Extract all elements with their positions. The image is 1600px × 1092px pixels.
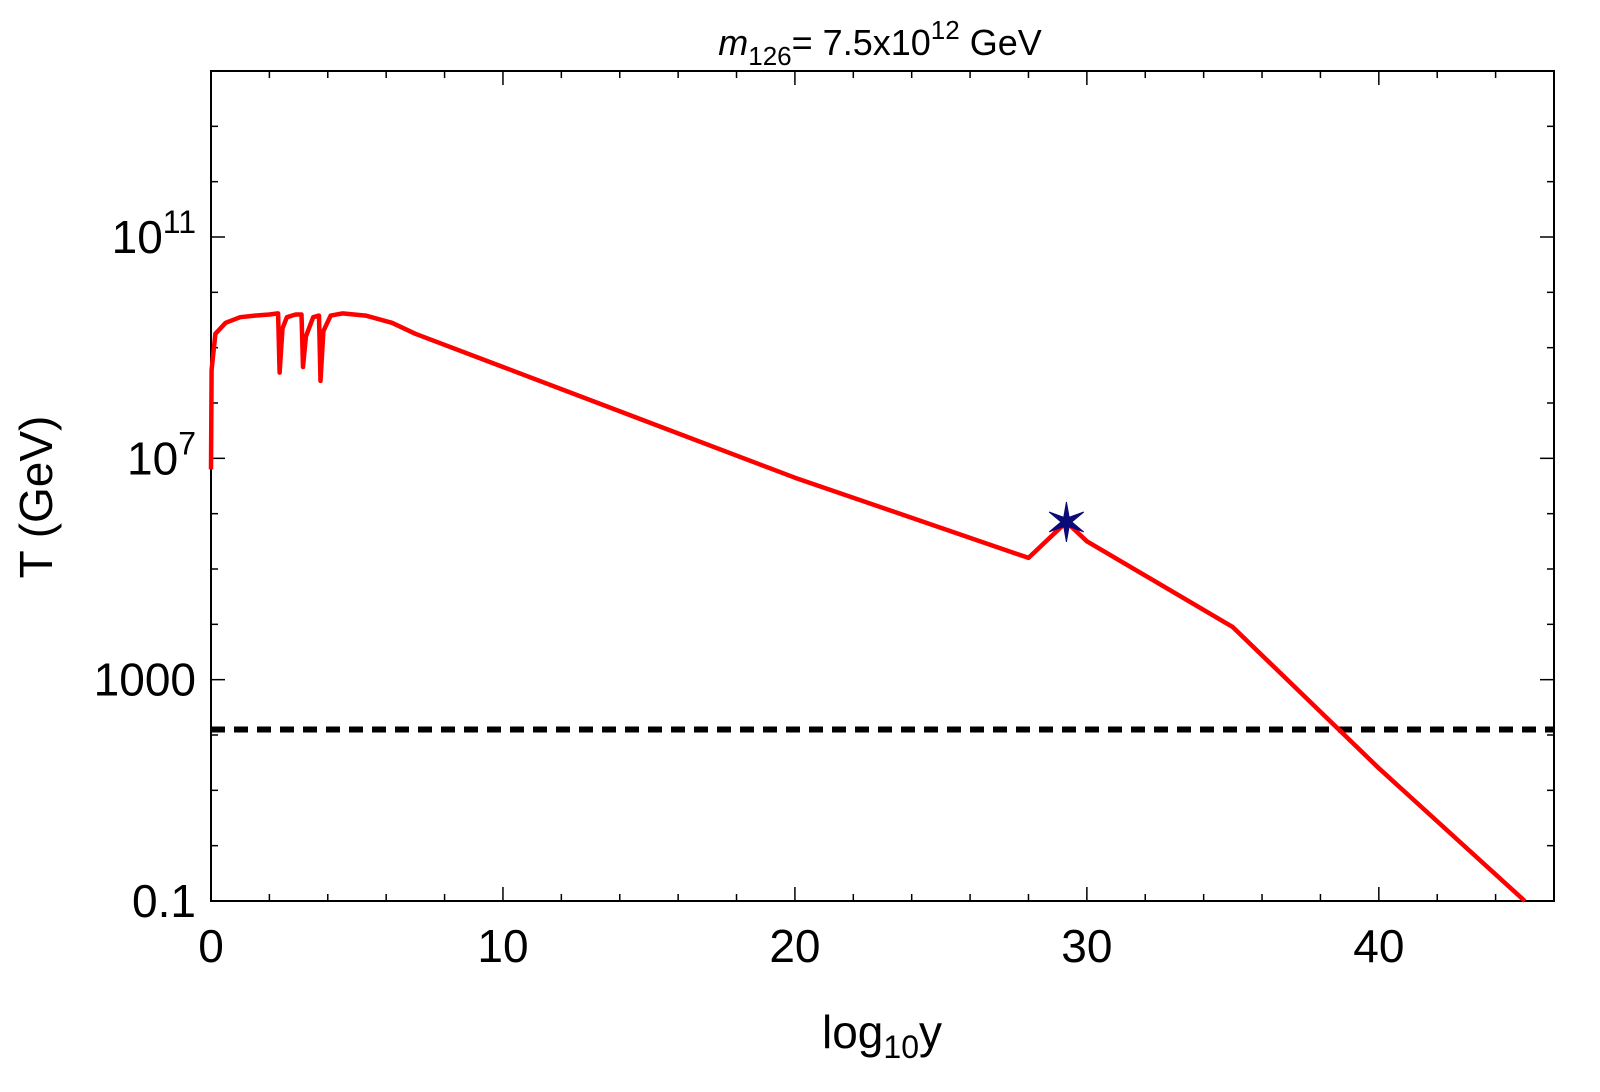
plot-frame — [210, 70, 1555, 902]
x-tick-label: 30 — [1061, 920, 1112, 972]
y-axis-label: T (GeV) — [10, 416, 62, 579]
x-tick-label: 10 — [477, 920, 528, 972]
y-tick-label: 1000 — [94, 654, 196, 706]
axes-ticks — [210, 70, 1555, 902]
plot-area — [210, 70, 1555, 902]
chart-title: m126= 7.5x1012 GeV — [718, 15, 1041, 71]
x-axis-label: log10y — [822, 1006, 942, 1065]
tick-labels: 0 10 20 30 40 0.1 1000 107 1011 — [94, 204, 1405, 972]
series-layer — [208, 311, 1554, 903]
series-line-T — [208, 311, 1527, 903]
y-tick-label: 107 — [127, 425, 196, 484]
star-center — [1061, 516, 1072, 527]
star-marker — [1048, 501, 1085, 543]
x-tick-label: 40 — [1353, 920, 1404, 972]
y-tick-label: 0.1 — [132, 875, 196, 927]
x-tick-label: 20 — [769, 920, 820, 972]
x-tick-label: 0 — [198, 920, 224, 972]
y-tick-label: 1011 — [112, 204, 196, 263]
